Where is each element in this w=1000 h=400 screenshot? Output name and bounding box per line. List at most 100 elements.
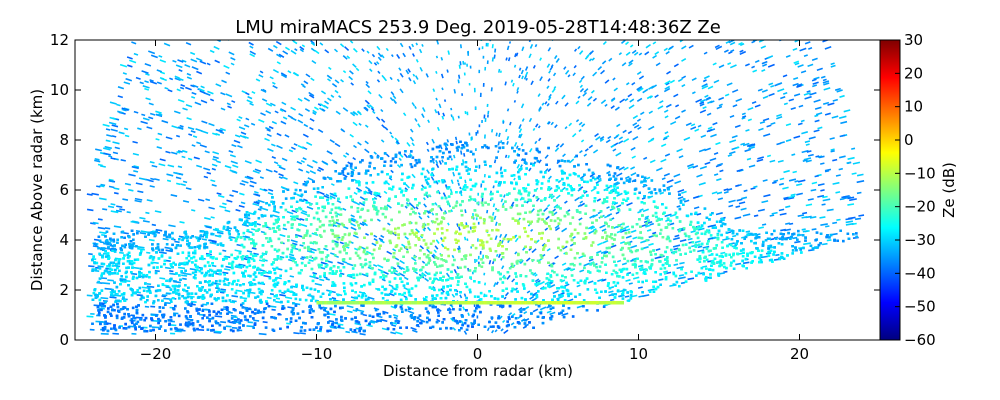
noise-echo [93,304,102,307]
noise-echo [197,198,205,202]
noise-echo [700,98,706,103]
noise-echo [158,163,166,167]
noise-echo [646,95,653,100]
noise-echo [856,191,862,195]
noise-echo [691,91,696,95]
noise-echo [677,196,684,200]
noise-echo [113,294,122,297]
noise-echo [436,318,441,323]
noise-echo [151,326,160,329]
noise-echo [578,121,583,126]
noise-echo [216,229,224,233]
noise-echo [458,245,461,250]
noise-echo [458,74,461,79]
noise-echo [621,262,627,266]
noise-echo [350,222,356,227]
noise-echo [457,115,460,119]
noise-echo [345,330,351,334]
noise-echo [113,192,119,195]
noise-echo [276,53,282,58]
noise-echo [654,94,659,98]
noise-echo [655,248,661,251]
noise-echo [858,214,865,217]
noise-echo [494,329,498,333]
noise-echo [219,205,227,209]
noise-echo [309,170,317,175]
noise-echo [644,217,649,221]
noise-echo [185,42,192,46]
noise-echo [518,307,523,311]
noise-echo [849,198,857,202]
noise-echo [624,41,630,46]
noise-echo [618,136,624,140]
noise-echo [728,50,733,55]
noise-echo [829,137,835,140]
noise-echo [411,43,415,48]
noise-echo [665,82,670,86]
noise-echo [180,83,186,88]
noise-echo [88,253,93,256]
noise-echo [766,124,772,128]
noise-echo [119,63,128,68]
noise-echo [337,323,344,326]
noise-echo [281,291,286,295]
noise-echo [664,115,669,119]
noise-echo [417,212,421,216]
noise-echo [455,140,458,145]
noise-echo [214,330,223,333]
noise-echo [342,154,347,158]
noise-echo [86,315,94,318]
noise-echo [435,55,439,59]
noise-echo [212,132,218,136]
noise-echo [108,185,115,189]
noise-echo [610,105,615,109]
noise-echo [220,321,227,324]
noise-echo [504,81,507,86]
noise-echo [195,128,203,132]
noise-echo [368,104,375,110]
noise-echo [369,68,373,72]
noise-echo [258,74,264,78]
noise-echo [342,260,348,264]
noise-echo [365,80,369,85]
noise-echo [308,94,315,99]
noise-echo [580,75,585,81]
noise-echo [368,59,373,65]
noise-echo [178,172,184,176]
noise-echo [666,185,673,189]
noise-echo [388,292,395,297]
noise-echo [253,201,260,205]
noise-echo [392,98,397,104]
noise-echo [380,108,384,113]
noise-echo [317,128,324,133]
noise-echo [226,199,233,203]
noise-echo [342,55,348,60]
noise-echo [502,319,506,323]
noise-echo [720,251,726,255]
noise-echo [224,268,231,271]
noise-echo [152,261,159,264]
noise-echo [297,97,303,102]
noise-echo [392,314,399,318]
noise-echo [463,293,467,297]
noise-echo [418,48,423,54]
noise-echo [266,128,271,132]
noise-echo [490,87,493,92]
noise-echo [532,291,538,296]
noise-echo [727,62,732,66]
noise-echo [191,144,196,147]
noise-echo [681,58,687,62]
noise-echo [367,296,375,300]
noise-echo [297,144,304,150]
noise-echo [392,94,397,100]
noise-echo [675,104,680,108]
noise-echo [516,163,521,169]
noise-echo [780,228,787,232]
noise-echo [159,76,165,80]
noise-echo [639,208,644,212]
noise-echo [113,187,120,190]
noise-echo [342,173,348,178]
noise-echo [822,195,828,199]
noise-echo [545,215,550,221]
noise-echo [302,133,309,138]
